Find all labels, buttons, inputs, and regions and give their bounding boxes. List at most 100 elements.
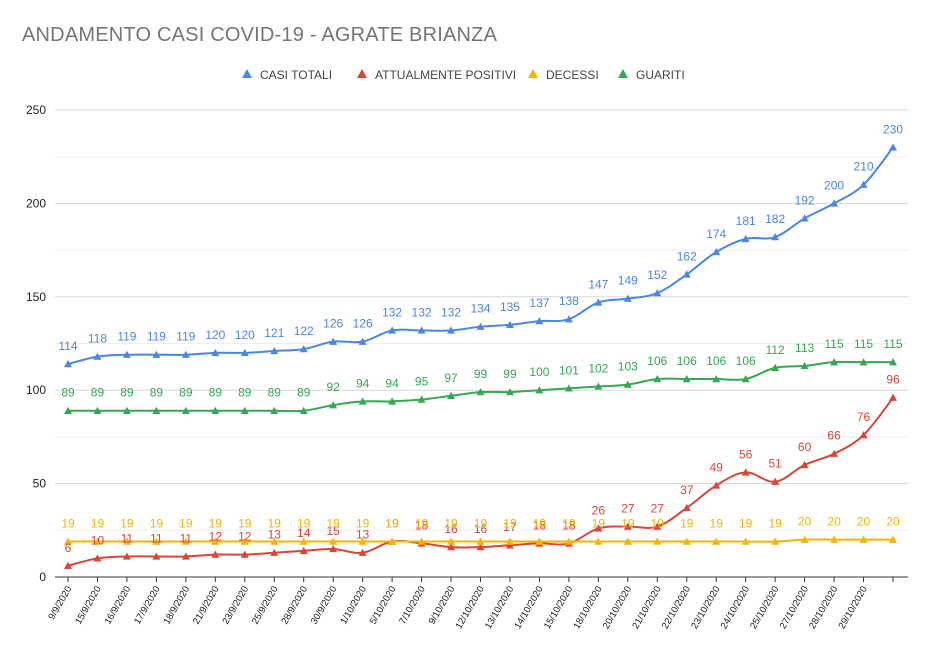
- data-label: 121: [264, 326, 284, 340]
- data-point: [800, 214, 809, 222]
- data-label: 106: [677, 354, 697, 368]
- data-label: 26: [592, 503, 606, 517]
- data-label: 27: [651, 502, 665, 516]
- data-point: [447, 326, 456, 334]
- x-tick-label: 27/10/2020: [778, 584, 811, 631]
- data-label: 27: [621, 502, 635, 516]
- data-point: [270, 548, 279, 556]
- data-point: [859, 535, 868, 543]
- data-label: 19: [474, 517, 488, 531]
- data-label: 134: [470, 302, 490, 316]
- data-point: [122, 537, 131, 545]
- data-point: [299, 406, 308, 414]
- data-point: [859, 358, 868, 366]
- data-label: 89: [209, 386, 223, 400]
- data-point: [682, 374, 691, 383]
- data-point: [64, 561, 72, 569]
- data-point: [93, 554, 102, 562]
- x-tick-label: 17/9/2020: [132, 584, 163, 626]
- data-label: 13: [356, 528, 370, 542]
- data-label: 137: [529, 296, 549, 310]
- x-tick-label: 16/9/2020: [103, 584, 134, 626]
- data-point: [830, 199, 839, 207]
- data-label: 19: [562, 517, 576, 531]
- data-point: [771, 537, 780, 545]
- x-tick-label: 21/9/2020: [191, 584, 222, 626]
- data-label: 89: [179, 386, 193, 400]
- data-label: 76: [857, 410, 871, 424]
- data-label: 174: [706, 227, 726, 241]
- data-point: [152, 552, 161, 560]
- data-point: [889, 358, 897, 366]
- data-label: 94: [385, 376, 399, 390]
- data-label: 37: [680, 483, 694, 497]
- data-point: [830, 358, 839, 366]
- data-point: [211, 537, 220, 545]
- data-label: 106: [736, 354, 756, 368]
- data-label: 19: [209, 517, 223, 531]
- legend-label: GUARITI: [636, 68, 685, 82]
- data-label: 19: [385, 517, 399, 531]
- x-tick-label: 25/10/2020: [748, 584, 781, 631]
- data-label: 200: [824, 178, 844, 192]
- data-label: 152: [647, 268, 667, 282]
- data-label: 100: [529, 365, 549, 379]
- data-label: 19: [297, 517, 311, 531]
- data-point: [653, 537, 662, 545]
- x-tick-label: 13/10/2020: [483, 584, 516, 631]
- data-label: 89: [120, 386, 134, 400]
- y-tick-label: 0: [39, 570, 46, 584]
- data-label: 18: [415, 518, 429, 532]
- data-point: [122, 406, 131, 414]
- data-point: [270, 537, 279, 545]
- data-label: 115: [883, 337, 902, 351]
- data-label: 112: [766, 343, 785, 357]
- data-point: [122, 552, 131, 560]
- series-points: [64, 143, 897, 569]
- data-point: [859, 180, 868, 188]
- data-point: [122, 350, 131, 358]
- data-label: 89: [150, 386, 164, 400]
- data-label: 17: [503, 520, 517, 534]
- data-point: [741, 468, 750, 476]
- data-point: [889, 393, 897, 401]
- data-label: 132: [382, 305, 402, 319]
- data-label: 94: [356, 376, 370, 390]
- data-point: [299, 345, 308, 353]
- data-label: 120: [205, 328, 225, 342]
- data-label: 20: [827, 515, 841, 529]
- data-label: 6: [65, 541, 72, 555]
- data-label: 118: [88, 332, 107, 346]
- legend: CASI TOTALI ATTUALMENTE POSITIVI DECESSI GU…: [242, 68, 685, 82]
- data-point: [712, 481, 721, 489]
- data-label: 162: [677, 249, 697, 263]
- data-point: [240, 348, 249, 357]
- data-label: 18: [562, 518, 576, 532]
- data-label: 19: [503, 517, 517, 531]
- data-label: 19: [120, 517, 134, 531]
- data-label: 192: [795, 193, 815, 207]
- data-label: 119: [147, 330, 166, 344]
- data-label: 115: [854, 337, 873, 351]
- y-tick-label: 100: [26, 383, 46, 397]
- data-label: 15: [326, 524, 340, 538]
- data-point: [388, 537, 397, 545]
- data-label: 19: [444, 517, 458, 531]
- data-label: 181: [736, 214, 756, 228]
- data-point: [476, 543, 485, 551]
- data-label: 89: [238, 386, 252, 400]
- data-point: [476, 388, 485, 396]
- x-tick-label: 29/10/2020: [837, 584, 870, 631]
- data-point: [564, 537, 573, 545]
- data-point: [535, 537, 544, 545]
- data-point: [388, 326, 397, 334]
- data-label: 19: [61, 517, 75, 531]
- data-label: 19: [150, 517, 164, 531]
- data-point: [211, 550, 220, 558]
- data-point: [329, 544, 338, 553]
- data-point: [152, 537, 161, 545]
- data-point: [682, 503, 691, 512]
- legend-marker: [357, 69, 367, 78]
- data-point: [240, 406, 249, 414]
